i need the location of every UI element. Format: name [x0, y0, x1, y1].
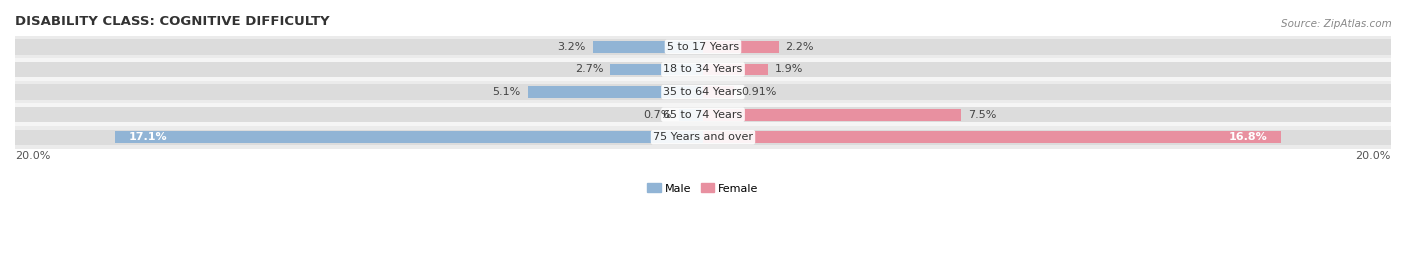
Bar [703, 41, 779, 53]
Bar [593, 41, 703, 53]
Bar [15, 130, 1391, 145]
Bar [703, 109, 960, 120]
Bar [679, 109, 703, 120]
Bar [703, 131, 1281, 143]
Text: 16.8%: 16.8% [1229, 132, 1267, 142]
Bar [703, 86, 734, 98]
Bar [15, 103, 1391, 126]
Text: DISABILITY CLASS: COGNITIVE DIFFICULTY: DISABILITY CLASS: COGNITIVE DIFFICULTY [15, 15, 329, 28]
Text: 17.1%: 17.1% [128, 132, 167, 142]
Bar [15, 107, 1391, 122]
Text: 2.2%: 2.2% [786, 42, 814, 52]
Text: 1.9%: 1.9% [775, 65, 804, 75]
Bar [15, 39, 1391, 55]
Bar [115, 131, 703, 143]
Bar [15, 81, 1391, 103]
Text: 0.7%: 0.7% [644, 110, 672, 120]
Text: 5 to 17 Years: 5 to 17 Years [666, 42, 740, 52]
Text: 20.0%: 20.0% [15, 151, 51, 161]
Bar [15, 36, 1391, 58]
Text: 5.1%: 5.1% [492, 87, 520, 97]
Bar [15, 126, 1391, 148]
Bar [15, 62, 1391, 77]
Text: 0.91%: 0.91% [741, 87, 776, 97]
Bar [15, 85, 1391, 100]
Text: 2.7%: 2.7% [575, 65, 603, 75]
Bar [610, 64, 703, 75]
Legend: Male, Female: Male, Female [643, 179, 763, 198]
Text: 75 Years and over: 75 Years and over [652, 132, 754, 142]
Text: 7.5%: 7.5% [967, 110, 997, 120]
Text: 18 to 34 Years: 18 to 34 Years [664, 65, 742, 75]
Text: 65 to 74 Years: 65 to 74 Years [664, 110, 742, 120]
Bar [15, 58, 1391, 81]
Bar [703, 64, 768, 75]
Text: 35 to 64 Years: 35 to 64 Years [664, 87, 742, 97]
Text: Source: ZipAtlas.com: Source: ZipAtlas.com [1281, 19, 1392, 29]
Bar [527, 86, 703, 98]
Text: 20.0%: 20.0% [1355, 151, 1391, 161]
Text: 3.2%: 3.2% [558, 42, 586, 52]
